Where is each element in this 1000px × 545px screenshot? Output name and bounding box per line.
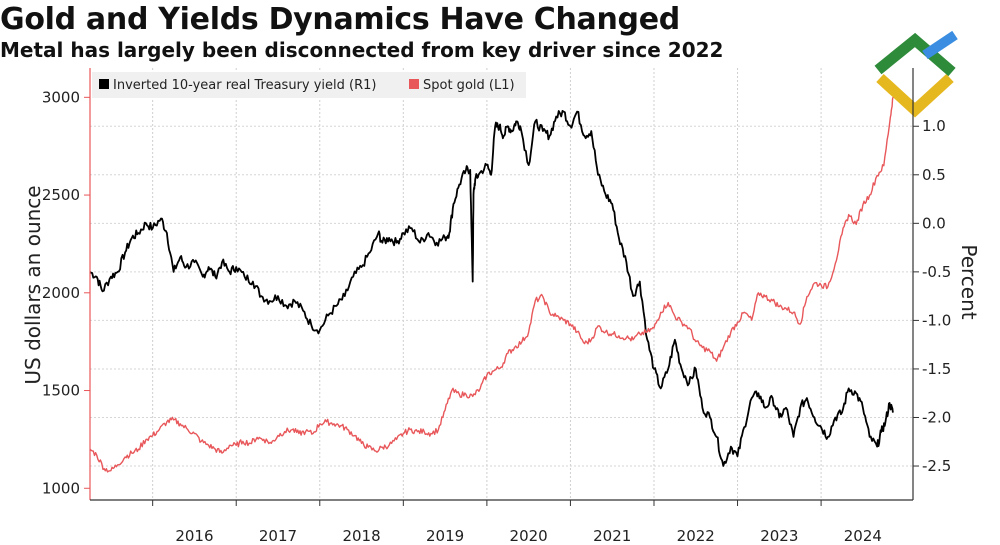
x-tick-label: 2023	[760, 527, 798, 545]
legend: Inverted 10-year real Treasury yield (R1…	[92, 72, 526, 98]
x-tick-label: 2022	[677, 527, 715, 545]
y-left-axis-label: US dollars an ounce	[21, 185, 45, 384]
y-right-tick-label: -2.0	[922, 408, 951, 426]
x-tick-label: 2024	[844, 527, 882, 545]
x-tick-label: 2020	[510, 527, 548, 545]
series-line-spot-gold	[89, 97, 894, 473]
legend-swatch-gold	[409, 79, 419, 89]
y-right-tick-label: -1.0	[922, 311, 951, 329]
x-tick-label: 2017	[259, 527, 297, 545]
y-right-tick-label: 1.0	[922, 117, 946, 135]
chart-title: Gold and Yields Dynamics Have Changed	[0, 2, 680, 37]
checkmark-logo-icon	[874, 30, 958, 118]
y-left-tick-label: 1000	[42, 479, 80, 497]
y-right-tick-label: 0.0	[922, 214, 946, 232]
y-left-tick-label: 2000	[42, 284, 80, 302]
series-line-inverted-real-yield	[89, 110, 894, 467]
legend-label-gold: Spot gold (L1)	[423, 78, 515, 93]
x-tick-label: 2021	[593, 527, 631, 545]
legend-swatch-yield	[99, 79, 109, 89]
y-right-axis-label: Percent	[957, 244, 981, 319]
legend-background	[92, 72, 526, 98]
series-lines	[89, 97, 894, 473]
legend-label-yield: Inverted 10-year real Treasury yield (R1…	[113, 78, 376, 93]
y-right-tick-label: -0.5	[922, 263, 951, 281]
y-left-tick-label: 3000	[42, 88, 80, 106]
y-right-tick-label: -2.5	[922, 457, 951, 475]
chart-subtitle: Metal has largely been disconnected from…	[0, 38, 724, 62]
y-right-tick-label: -1.5	[922, 360, 951, 378]
y-right-tick-label: 0.5	[922, 166, 946, 184]
x-tick-label: 2018	[342, 527, 380, 545]
axes: 2016 2017 2018 2019 2020 2021 2022 2023 2024 1.0 0…	[42, 68, 951, 545]
gridlines	[90, 68, 913, 500]
x-tick-label: 2019	[426, 527, 464, 545]
y-left-tick-label: 1500	[42, 382, 80, 400]
y-left-tick-label: 2500	[42, 186, 80, 204]
x-tick-label: 2016	[175, 527, 213, 545]
